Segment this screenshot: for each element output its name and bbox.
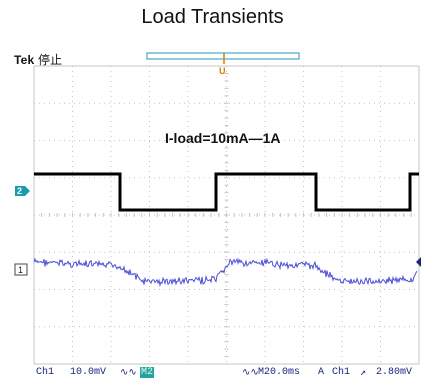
trigger-mode: A	[318, 367, 325, 378]
trigger-source: Ch1	[332, 367, 351, 378]
trigger-slope: ↗	[360, 368, 367, 379]
output-voltage-trace	[33, 257, 418, 288]
brand-label: Tek	[14, 53, 35, 67]
ch1-scale: 10.0mV	[70, 367, 107, 378]
run-state-label: 停止	[37, 53, 63, 67]
trigger-label: U	[219, 66, 226, 76]
trigger-level-arrow	[416, 257, 421, 267]
math-box: M2	[140, 367, 155, 378]
graticule	[33, 65, 420, 365]
timebase: M20.0ms	[258, 367, 301, 378]
ch1-ground-marker	[14, 263, 28, 276]
load-annotation: I-load=10mA—1A	[165, 130, 281, 146]
chart-title: Load Transients	[141, 6, 284, 28]
trigger-level: 2.80mV	[376, 367, 413, 378]
status-bar: Ch1 10.0mV ∿∿ M2 ∿∿ M20.0ms A Ch1 ↗ 2.80…	[36, 367, 425, 381]
scope-brand: Tek 停止	[14, 51, 62, 68]
ch2-ground-marker	[15, 186, 30, 196]
ch1-label-status: Ch1	[36, 367, 55, 378]
bandwidth-symbol: ∿∿	[242, 368, 259, 379]
ch1-coupling: ∿∿	[120, 368, 137, 379]
ch2-label: 2	[17, 186, 23, 196]
ch1-label: 1	[18, 265, 24, 275]
load-current-trace	[34, 172, 419, 212]
record-window-indicator	[146, 52, 300, 60]
